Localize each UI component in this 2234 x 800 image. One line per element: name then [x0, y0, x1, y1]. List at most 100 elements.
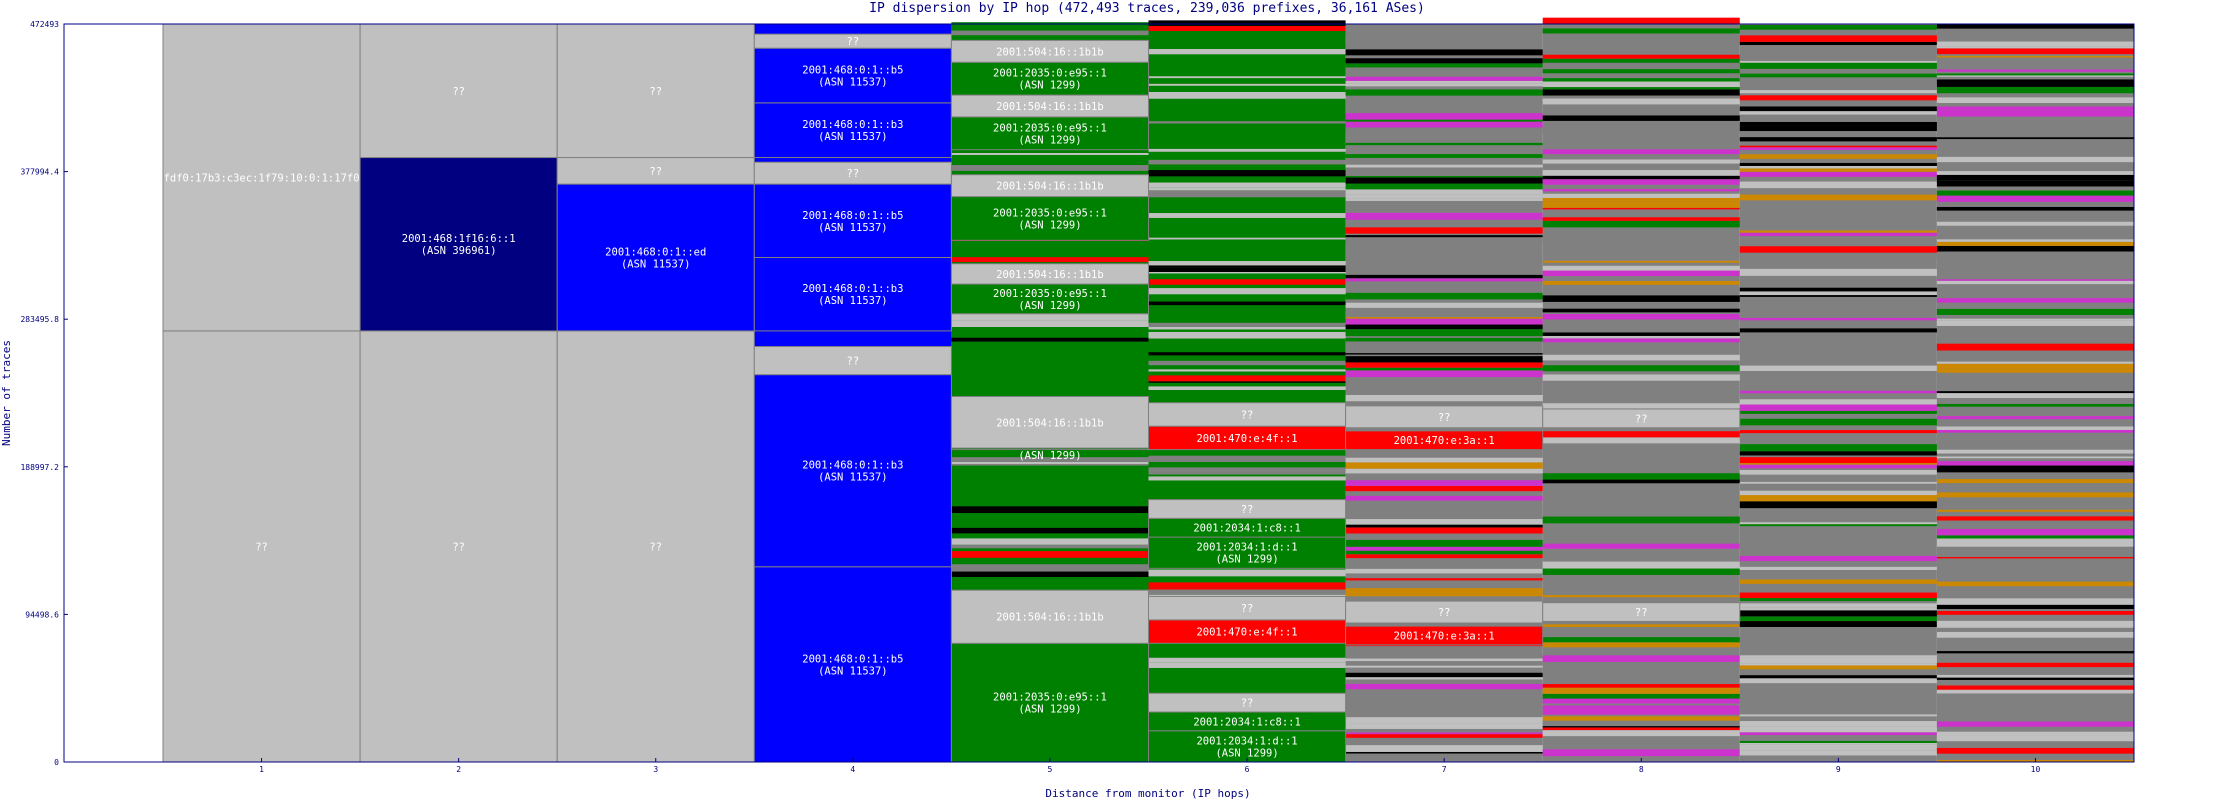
trace-stripe — [1542, 159, 1740, 164]
trace-stripe — [1542, 705, 1740, 709]
trace-stripe — [1936, 677, 2134, 680]
trace-stripe — [1345, 546, 1543, 551]
trace-stripe — [951, 551, 1149, 558]
y-tick-label: 377994.4 — [20, 168, 59, 177]
trace-stripe — [1345, 121, 1543, 128]
trace-stripe — [1345, 302, 1543, 308]
trace-stripe — [1542, 270, 1740, 277]
hop-1-block-0 — [162, 330, 361, 763]
trace-stripe — [1542, 698, 1740, 704]
trace-stripe — [1345, 734, 1543, 738]
trace-stripe — [1936, 237, 2134, 240]
trace-stripe — [1936, 73, 2134, 76]
trace-stripe — [1936, 685, 2134, 690]
trace-stripe — [1148, 83, 1346, 86]
trace-stripe — [951, 159, 1149, 165]
trace-stripe — [1345, 89, 1543, 96]
block-address-label: 2001:504:16::1b1b — [996, 101, 1103, 113]
trace-stripe — [1739, 501, 1937, 509]
trace-stripe — [1542, 201, 1740, 208]
trace-stripe — [1739, 60, 1937, 63]
trace-stripe — [1936, 97, 2134, 104]
trace-stripe — [1345, 539, 1543, 547]
trace-stripe — [1739, 162, 1937, 166]
trace-stripe — [951, 370, 1149, 378]
trace-stripe — [1936, 581, 2134, 587]
trace-stripe — [1148, 271, 1346, 274]
trace-stripe — [1739, 740, 1937, 743]
trace-stripe — [1148, 170, 1346, 177]
trace-stripe — [951, 152, 1149, 155]
trace-stripe — [951, 164, 1149, 171]
trace-stripe — [1739, 470, 1937, 475]
trace-stripe — [1739, 365, 1937, 371]
block-asn-label: (ASN 1299) — [1018, 300, 1081, 312]
trace-stripe — [951, 571, 1149, 577]
trace-stripe — [1345, 177, 1543, 184]
trace-stripe — [1739, 268, 1937, 276]
trace-stripe — [1739, 90, 1937, 94]
block-address-label: 2001:468:1f16:6::1 — [402, 233, 516, 245]
trace-stripe — [1345, 732, 1543, 735]
trace-stripe — [1345, 462, 1543, 469]
hop-6-block-7 — [1148, 499, 1347, 519]
trace-stripe — [1345, 367, 1543, 371]
trace-stripe — [1739, 579, 1937, 584]
trace-stripe — [1542, 308, 1740, 313]
trace-stripe — [1936, 314, 2134, 319]
trace-stripe — [1345, 356, 1543, 363]
hop-3-block-1 — [556, 183, 755, 332]
block-asn-label: (ASN 1299) — [1018, 80, 1081, 92]
block-asn-label: (ASN 11537) — [818, 222, 888, 234]
trace-stripe — [1936, 239, 2134, 242]
trace-stripe — [1739, 73, 1937, 78]
trace-stripe — [1148, 48, 1346, 55]
trace-stripe — [1542, 365, 1740, 372]
block-address-label: ?? — [1241, 504, 1254, 516]
trace-stripe — [1148, 329, 1346, 332]
trace-stripe — [1345, 189, 1543, 195]
trace-stripe — [1936, 86, 2134, 94]
trace-stripe — [1542, 749, 1740, 757]
trace-stripe — [951, 320, 1149, 327]
trace-stripe — [1542, 81, 1740, 88]
trace-stripe — [1739, 77, 1937, 85]
trace-stripe — [1148, 360, 1346, 366]
trace-stripe — [1148, 476, 1346, 481]
trace-stripe — [1739, 714, 1937, 717]
block-address-label: 2001:2035:0:e95::1 — [993, 68, 1107, 80]
trace-stripe — [1739, 657, 1937, 664]
block-asn-label: (ASN 11537) — [818, 77, 888, 89]
trace-stripe — [1739, 603, 1937, 608]
x-axis: 1 2 3 4 5 6 7 8 9 10 — [259, 758, 2040, 774]
trace-stripe — [1739, 437, 1937, 440]
trace-stripe — [951, 461, 1149, 464]
trace-stripe — [1739, 678, 1937, 684]
trace-stripe — [1542, 280, 1740, 285]
trace-stripe — [1345, 76, 1543, 81]
trace-stripe — [951, 314, 1149, 321]
trace-stripe — [1542, 637, 1740, 643]
trace-stripe — [1936, 308, 2134, 315]
trace-stripe — [1936, 426, 2134, 430]
trace-stripe — [1936, 110, 2134, 117]
trace-stripe — [1739, 555, 1937, 562]
trace-stripe — [1542, 217, 1740, 221]
hop-5-block-7 — [950, 174, 1150, 198]
trace-stripe — [1739, 721, 1937, 727]
hop-4-block-2 — [753, 346, 952, 376]
trace-stripe — [1148, 662, 1346, 668]
trace-stripe — [1345, 113, 1543, 120]
trace-stripe — [1936, 48, 2134, 55]
trace-stripe — [951, 337, 1149, 342]
trace-stripe — [1542, 720, 1740, 727]
trace-stripe — [1148, 589, 1346, 595]
x-tick-label: 5 — [1048, 765, 1053, 774]
trace-stripe — [1345, 370, 1543, 378]
trace-stripe — [1739, 418, 1937, 426]
trace-stripe — [1739, 444, 1937, 452]
trace-stripe — [1936, 343, 2134, 351]
trace-stripe — [1148, 375, 1346, 382]
x-tick-label: 1 — [259, 765, 264, 774]
trace-stripe — [1542, 87, 1740, 90]
